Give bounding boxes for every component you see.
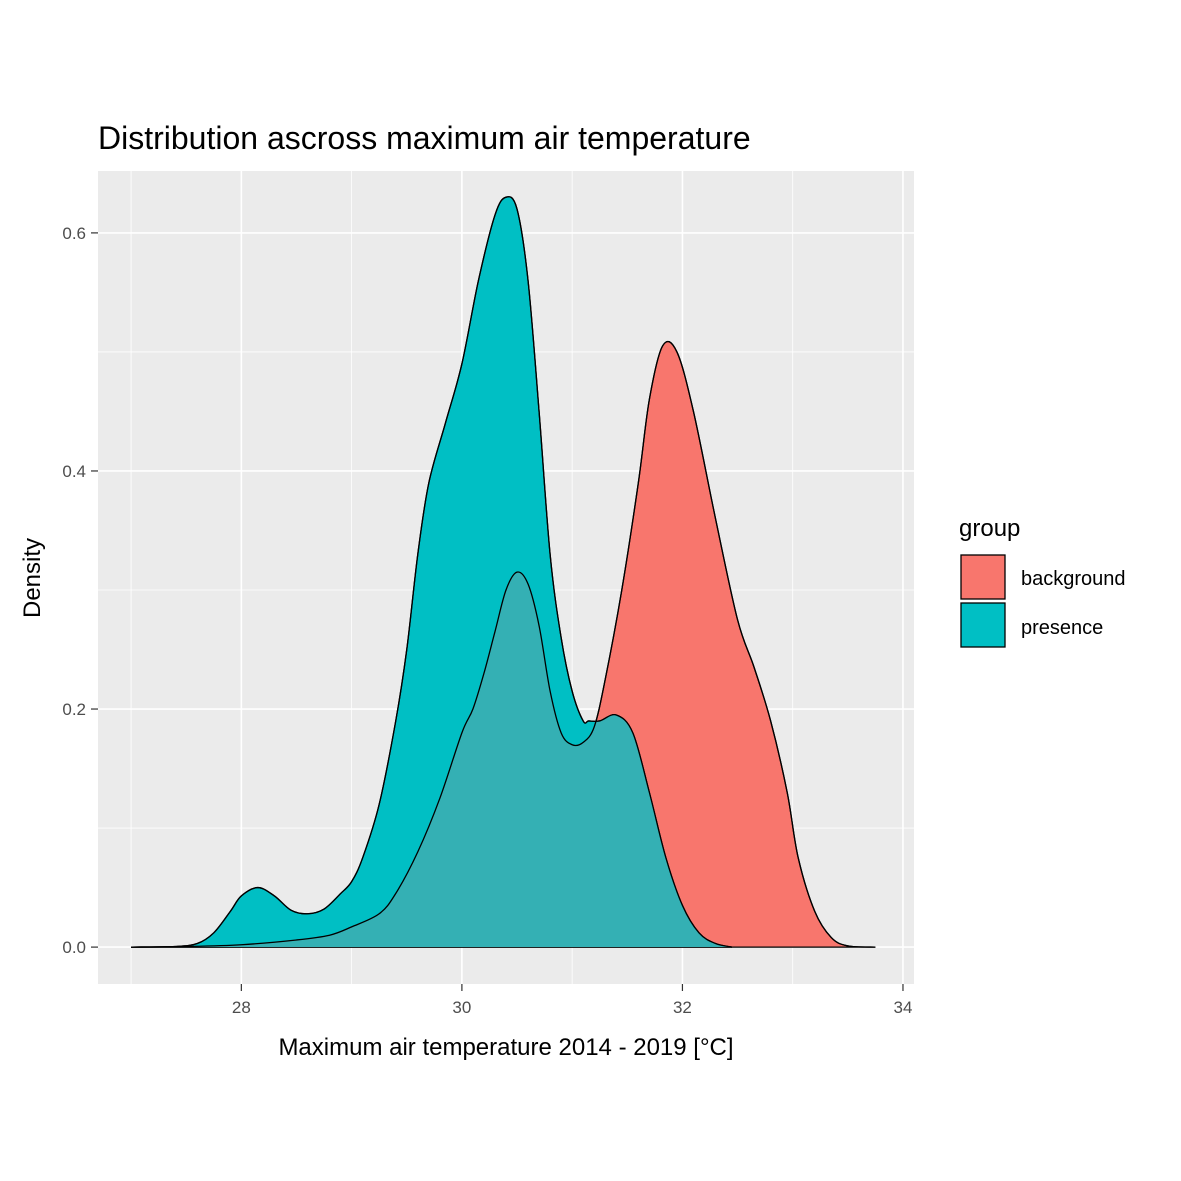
y-tick-label: 0.0 xyxy=(62,938,86,957)
x-tick-label: 32 xyxy=(673,998,692,1017)
x-axis-title: Maximum air temperature 2014 - 2019 [°C] xyxy=(278,1034,733,1061)
x-tick-label: 34 xyxy=(894,998,913,1017)
x-axis: 28 30 32 34 xyxy=(232,984,913,1017)
density-outline-background xyxy=(131,340,876,948)
density-curves xyxy=(131,196,876,948)
legend-key-background xyxy=(960,554,1006,600)
x-tick-label: 30 xyxy=(452,998,471,1017)
y-tick-label: 0.6 xyxy=(62,224,86,243)
legend-key-presence xyxy=(960,602,1006,648)
density-outline-presence xyxy=(131,196,733,948)
legend-label-presence: presence xyxy=(1021,617,1103,639)
legend-label-background: background xyxy=(1021,568,1126,590)
chart-title: Distribution ascross maximum air tempera… xyxy=(98,120,751,156)
legend: group background presence xyxy=(959,515,1126,648)
legend-title: group xyxy=(959,515,1020,542)
y-axis-title: Density xyxy=(19,538,46,618)
y-tick-label: 0.4 xyxy=(62,462,86,481)
x-tick-label: 28 xyxy=(232,998,251,1017)
y-tick-label: 0.2 xyxy=(62,700,86,719)
y-axis: 0.0 0.2 0.4 0.6 xyxy=(62,224,98,957)
